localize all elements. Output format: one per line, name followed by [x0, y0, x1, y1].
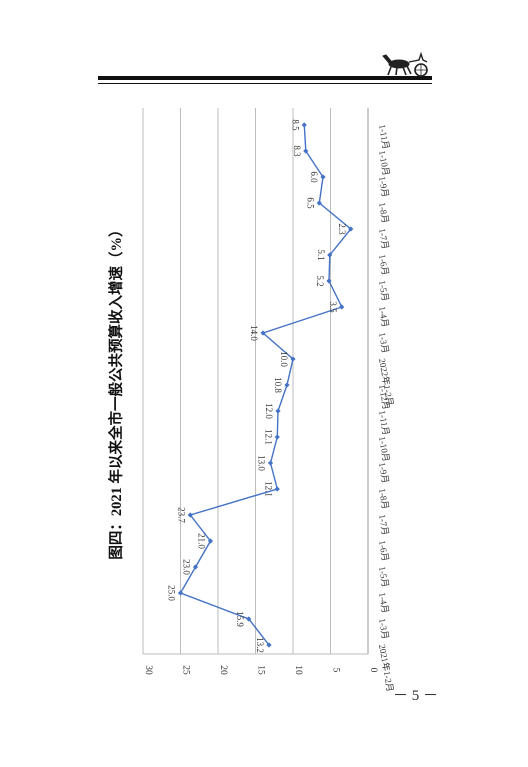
data-label: 10.8 [273, 377, 283, 393]
data-label: 3.5 [328, 301, 338, 313]
data-point [246, 616, 252, 622]
data-label: 10.0 [279, 351, 289, 367]
data-point [327, 252, 333, 258]
x-tick-label: 1-3月 [377, 618, 390, 640]
data-point [326, 278, 332, 284]
y-tick-label: 15 [256, 665, 266, 675]
x-tick-label: 1-7月 [377, 514, 390, 536]
chart-title: 图四：2021 年以来全市一般公共预算收入增速（%） [107, 222, 125, 559]
x-tick-label: 1-6月 [377, 254, 390, 276]
header-logo [382, 51, 428, 77]
data-point [348, 226, 354, 232]
x-tick-label: 1-6月 [377, 540, 390, 562]
data-point [320, 174, 326, 180]
data-label: 21.0 [197, 533, 207, 549]
data-point [260, 330, 266, 336]
data-point [303, 148, 309, 154]
data-label: 12.1 [263, 481, 273, 497]
y-tick-label: 0 [368, 668, 378, 673]
x-tick-label: 1-9月 [377, 462, 390, 484]
data-point [301, 122, 307, 128]
x-tick-label: 1-12月 [377, 384, 391, 411]
data-label: 6.0 [309, 171, 319, 183]
page-number: － 5 － [393, 688, 439, 704]
data-label: 23.7 [176, 507, 186, 523]
data-label: 13.0 [257, 455, 267, 471]
data-point [177, 590, 184, 596]
data-point [187, 512, 193, 518]
x-tick-label: 1-4月 [377, 592, 390, 614]
y-tick-label: 20 [218, 665, 228, 675]
data-label: 6.5 [305, 197, 315, 209]
y-tick-label: 25 [181, 665, 191, 675]
data-point [274, 434, 280, 440]
data-label: 25.0 [167, 585, 177, 601]
data-label: 13.2 [255, 637, 265, 653]
data-point [274, 486, 280, 492]
x-tick-label: 1-3月 [377, 332, 390, 354]
x-tick-label: 1-10月 [377, 436, 391, 463]
header-rule-thick [98, 76, 432, 80]
x-tick-label: 1-10月 [377, 150, 391, 177]
data-label: 8.5 [290, 119, 300, 131]
data-label: 5.2 [315, 275, 325, 286]
data-point [316, 200, 322, 206]
data-point [339, 304, 345, 310]
chart-series [177, 122, 354, 648]
x-tick-label: 1-9月 [377, 176, 390, 198]
x-tick-label: 1-5月 [377, 280, 390, 302]
x-axis-tick-labels: 2021年1-2月1-3月1-4月1-5月1-6月1-7月1-8月1-9月1-1… [377, 124, 396, 693]
data-label: 8.3 [292, 145, 302, 157]
x-tick-label: 1-11月 [377, 410, 391, 437]
horse-chariot-icon [382, 51, 428, 77]
header-rule-thin [98, 83, 432, 84]
data-point [290, 356, 296, 362]
chart-grid [142, 108, 369, 655]
data-point [284, 382, 290, 388]
y-tick-label: 30 [143, 665, 153, 675]
y-axis-tick-labels: 0 5 10 15 20 25 30 [143, 665, 378, 675]
data-label: 23.0 [182, 559, 192, 575]
y-tick-label: 5 [331, 668, 341, 673]
x-tick-label: 1-11月 [377, 124, 391, 151]
data-label: 2.3 [337, 223, 347, 235]
data-point [267, 460, 274, 466]
x-tick-label: 1-8月 [377, 202, 390, 224]
data-label: 5.1 [316, 249, 326, 260]
data-label: 12.0 [264, 403, 274, 419]
data-point [275, 408, 281, 414]
data-label: 12.1 [263, 429, 273, 445]
data-point [192, 564, 199, 570]
data-labels: 13.2 15.9 25.0 23.0 21.0 23.7 12.1 13.0 12.1 12.0… [167, 119, 347, 653]
series-line [179, 124, 352, 646]
data-label: 15.9 [235, 611, 245, 627]
x-tick-label: 1-7月 [377, 228, 390, 250]
x-tick-label: 1-8月 [377, 488, 390, 510]
data-label: 14.0 [249, 325, 259, 341]
x-tick-label: 1-4月 [377, 306, 390, 328]
y-tick-label: 10 [293, 665, 303, 675]
data-point [266, 642, 272, 648]
data-point [207, 538, 214, 544]
x-tick-label: 1-5月 [377, 566, 390, 588]
